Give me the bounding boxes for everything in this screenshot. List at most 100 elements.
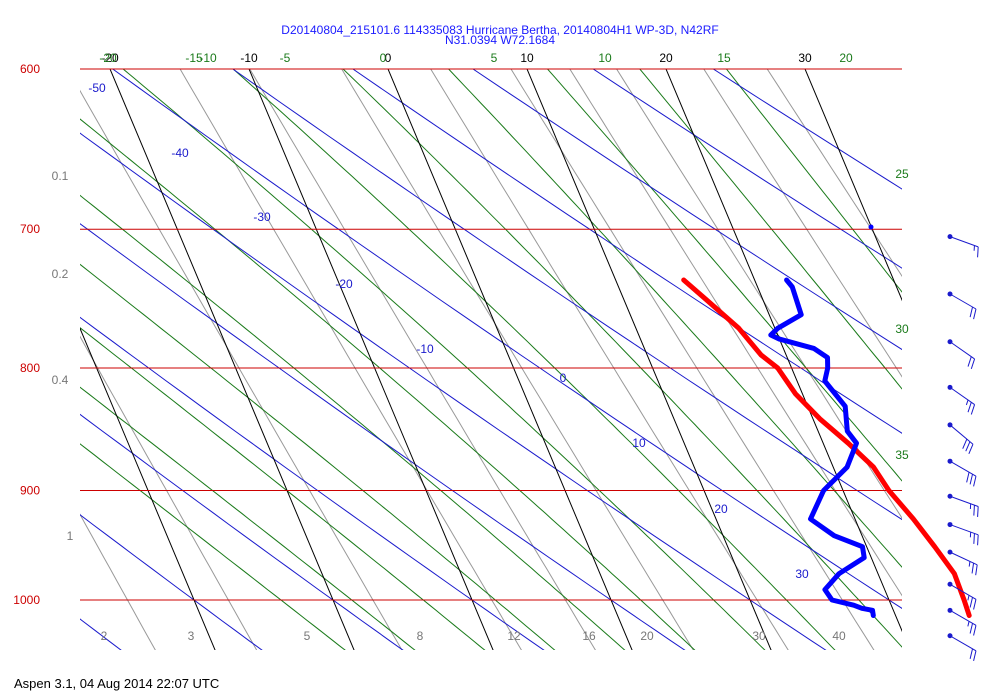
isobars: [80, 68, 902, 601]
sounding-traces: [681, 224, 972, 618]
moist-adiabat-line: [80, 118, 696, 650]
isotherm-line: [526, 69, 772, 650]
mixing-ratio-line: [0, 0, 66, 661]
dry-adiabat-line: [80, 223, 686, 650]
mixing-ratio-label: 5: [304, 629, 311, 643]
wind-barb: [947, 422, 974, 455]
dry-adiabat-line: [80, 316, 545, 650]
isotherm-line: [80, 327, 216, 650]
dry-adiabat-line: [352, 69, 902, 434]
mixing-ratio-line: [766, 69, 902, 278]
mixing-ratio-label: 0.1: [52, 169, 69, 183]
mixing-ratio-line: [510, 69, 875, 650]
moist-adiabat-line: [232, 69, 836, 650]
pressure-label: 1000: [13, 593, 40, 607]
mixing-ratio-label: 40: [832, 629, 846, 643]
mixing-ratio-label: 12: [507, 629, 521, 643]
dry-adiabat-line: [231, 69, 902, 521]
moist-adiabat-label: 5: [491, 51, 498, 65]
moist-adiabat-line: [80, 327, 486, 650]
isotherm-label: -20: [101, 51, 119, 65]
mixing-ratio-label: 0.4: [52, 373, 69, 387]
isotherm-label: 30: [798, 51, 812, 65]
mixing-ratio-label: 30: [752, 629, 766, 643]
trace-marker: [868, 224, 874, 230]
moist-adiabat-label: 10: [598, 51, 612, 65]
moist-adiabat-label: 25: [895, 167, 909, 181]
dry-adiabat-line: [592, 69, 902, 269]
dry-adiabat-line: [111, 69, 902, 609]
moist-adiabat-line: [122, 69, 766, 650]
mixing-ratio-line: [569, 69, 902, 597]
dry-adiabat-line: [80, 514, 263, 650]
moist-adiabat-label: 20: [839, 51, 853, 65]
wind-barb: [947, 522, 979, 546]
dry-adiabat-label: -10: [416, 342, 434, 356]
wind-barb: [947, 384, 976, 415]
wind-barb: [947, 339, 976, 370]
isotherm-line: [914, 0, 1000, 661]
moist-adiabat-label: 0: [380, 51, 387, 65]
isotherm-line: [0, 0, 81, 661]
mixing-ratio-label: 0.2: [52, 267, 69, 281]
pressure-label: 900: [20, 483, 40, 497]
mixing-ratio-line: [430, 69, 789, 650]
dry-adiabat-line: [80, 132, 827, 650]
isotherm-label: 0: [385, 51, 392, 65]
mixing-ratio-line: [80, 513, 156, 650]
dry-adiabat-line: [712, 69, 902, 190]
moist-adiabat-label: 15: [717, 51, 731, 65]
dry-adiabat-label: 30: [795, 567, 809, 581]
moist-adiabat-line: [447, 69, 902, 568]
mixing-ratio-label: 20: [640, 629, 654, 643]
wind-barb: [947, 607, 977, 636]
mixing-ratio-line: [341, 69, 694, 650]
mixing-ratio-label: 3: [188, 629, 195, 643]
isotherm-label: 20: [659, 51, 673, 65]
sounding-trace-1: [768, 277, 876, 618]
wind-barb: [947, 633, 977, 662]
wind-barb: [947, 581, 977, 610]
dry-adiabat-label: 10: [632, 436, 646, 450]
dry-adiabat-label: -50: [88, 81, 106, 95]
footer-text: Aspen 3.1, 04 Aug 2014 22:07 UTC: [14, 676, 220, 691]
moist-adiabat-label: 30: [895, 322, 909, 336]
dry-adiabats: [80, 69, 902, 650]
dry-adiabat-label: -30: [253, 210, 271, 224]
dry-adiabat-label: -20: [335, 277, 353, 291]
dry-adiabat-label: 20: [714, 502, 728, 516]
mixing-ratio-lines: [0, 0, 902, 661]
wind-barbs: [947, 234, 979, 662]
dry-adiabat-label: -40: [171, 146, 189, 160]
isotherm-line: [387, 69, 633, 650]
mixing-ratio-label: 16: [582, 629, 596, 643]
mixing-ratio-line: [80, 335, 258, 650]
moist-adiabat-line: [546, 69, 902, 482]
pressure-label: 600: [20, 62, 40, 76]
mixing-ratio-label: 8: [417, 629, 424, 643]
pressure-label: 800: [20, 361, 40, 375]
mixing-ratio-label: 2: [101, 629, 108, 643]
moist-adiabat-label: -15: [185, 51, 203, 65]
moist-adiabat-line: [80, 386, 416, 650]
moist-adiabat-line: [725, 69, 902, 293]
mixing-ratio-line: [249, 69, 596, 650]
isotherm-label: 10: [520, 51, 534, 65]
moist-adiabat-line: [80, 263, 556, 650]
moist-adiabat-label: 35: [895, 448, 909, 462]
isotherm-line: [248, 69, 494, 650]
moist-adiabat-label: -5: [280, 51, 291, 65]
chart-subtitle: N31.0394 W72.1684: [445, 33, 555, 47]
mixing-ratio-label: 1: [67, 529, 74, 543]
dry-adiabat-label: 0: [560, 371, 567, 385]
dry-adiabat-line: [80, 413, 404, 650]
wind-barb: [947, 291, 977, 320]
moist-adiabat-label: -10: [199, 51, 217, 65]
moist-adiabat-line: [639, 69, 902, 390]
dry-adiabat-line: [80, 618, 122, 650]
moist-adiabat-line: [80, 443, 346, 650]
mixing-ratio-line: [703, 69, 902, 378]
mixing-ratio-line: [179, 69, 522, 650]
